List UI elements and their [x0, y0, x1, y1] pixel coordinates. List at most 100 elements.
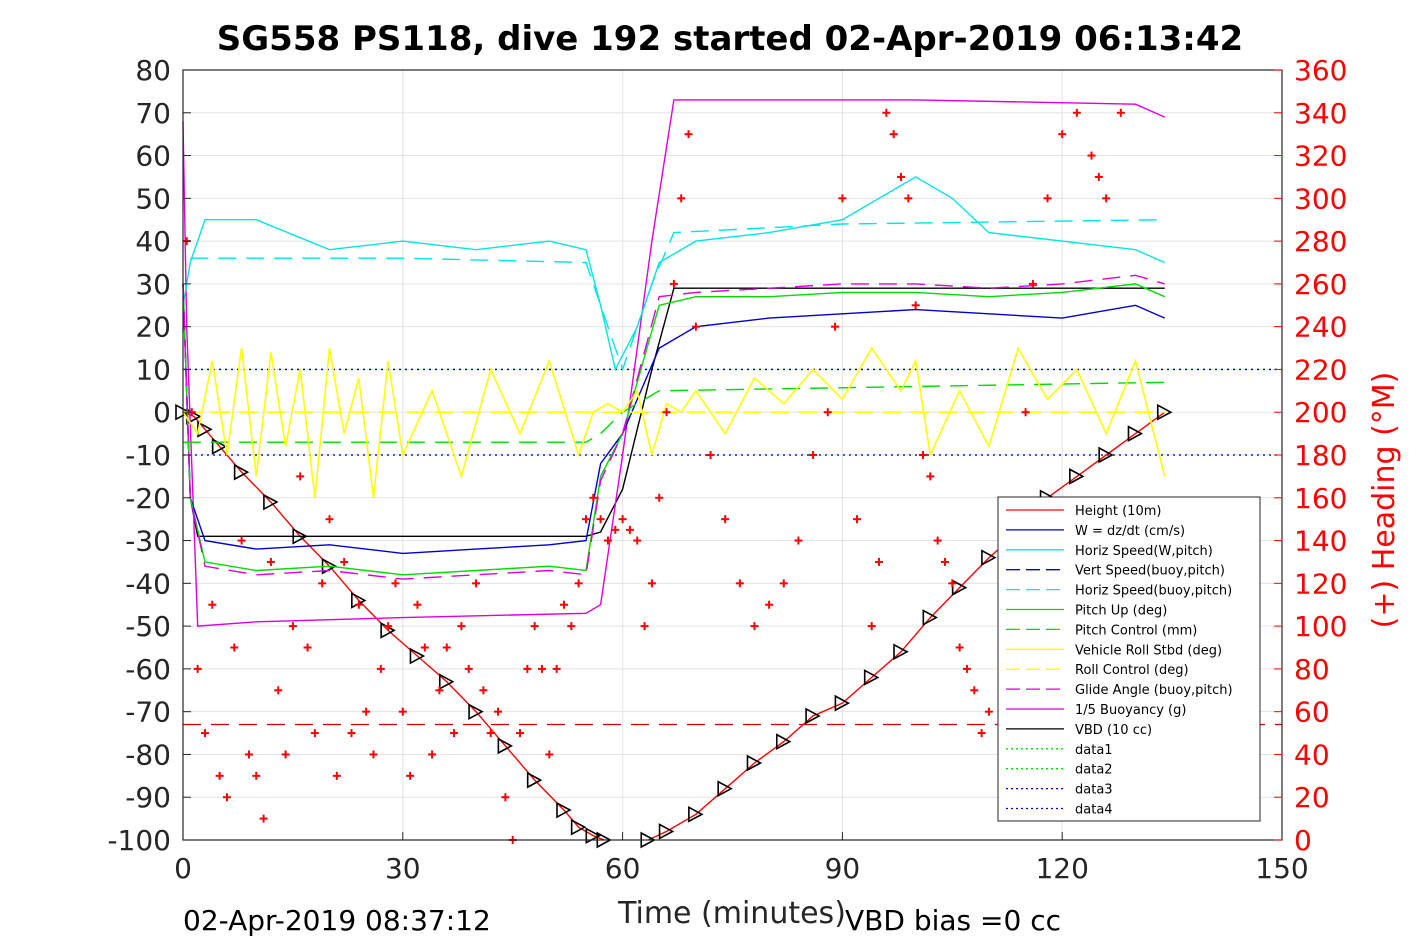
heading-point [1021, 408, 1030, 417]
y-left-tick-label: 50 [135, 182, 171, 215]
heading-point [706, 451, 715, 459]
heading-point [501, 793, 510, 802]
depth-marker [1098, 446, 1114, 464]
heading-point [655, 493, 664, 502]
heading-point [721, 515, 730, 524]
heading-point [208, 600, 217, 609]
y-left-tick-label: -100 [107, 824, 171, 857]
heading-point [1043, 194, 1052, 203]
x-tick-label: 150 [1255, 852, 1308, 885]
heading-point [428, 750, 437, 759]
y-right-tick-label: 0 [1294, 824, 1312, 857]
x-tick-label: 30 [385, 852, 421, 885]
legend-label: Vert Speed(buoy,pitch) [1075, 564, 1225, 579]
y-right-tick-label: 120 [1294, 567, 1347, 600]
y-right-tick-label: 80 [1294, 653, 1330, 686]
heading-point [376, 664, 385, 673]
heading-point [691, 322, 700, 331]
y-right-tick-label: 340 [1294, 97, 1347, 130]
heading-point [274, 686, 283, 695]
heading-point [926, 472, 935, 481]
heading-point [970, 686, 979, 695]
depth-marker [497, 737, 514, 755]
legend-label: Pitch Up (deg) [1075, 604, 1167, 619]
y-right-tick-label: 180 [1294, 439, 1347, 472]
series-line-height_ascent [647, 411, 1166, 841]
heading-point [193, 664, 202, 673]
series-line-pitch_up [182, 283, 1166, 576]
heading-point [516, 729, 525, 738]
y-left-tick-label: 70 [135, 97, 171, 130]
heading-point [288, 622, 297, 631]
heading-point [530, 622, 539, 631]
heading-point [779, 579, 788, 588]
heading-point [494, 707, 503, 716]
y-left-tick-label: -30 [125, 525, 171, 558]
series-line-buoyancy [182, 99, 1166, 627]
heading-point [618, 515, 627, 524]
depth-marker [1069, 468, 1085, 485]
legend-label: Pitch Control (mm) [1075, 623, 1197, 638]
heading-point [303, 643, 312, 652]
y-right-tick-label: 320 [1294, 140, 1347, 173]
heading-point [823, 408, 832, 417]
heading-point [750, 622, 759, 631]
heading-point [955, 643, 964, 652]
heading-point [838, 194, 847, 203]
y-right-tick-label: 300 [1294, 182, 1347, 215]
depth-marker [893, 643, 909, 661]
heading-point [457, 622, 466, 631]
heading-point [918, 451, 927, 459]
tick-labels: 0 30 60 90 120 15080706050403020100-10-20-30-… [107, 54, 1347, 885]
heading-point [237, 536, 246, 545]
heading-point [340, 557, 349, 566]
heading-point [662, 408, 671, 417]
heading-point [897, 172, 906, 181]
heading-point [215, 771, 224, 780]
depth-marker [570, 818, 587, 836]
heading-point [486, 729, 495, 738]
footer-vbd-bias: VBD bias =0 cc [845, 904, 1061, 937]
heading-point [244, 750, 253, 759]
x-tick-label: 0 [174, 852, 192, 885]
depth-marker [746, 754, 763, 772]
heading-point [669, 279, 678, 288]
depth-marker [805, 707, 821, 725]
heading-point [479, 686, 488, 695]
legend-label: Glide Angle (buoy,pitch) [1075, 683, 1233, 698]
y-right-tick-label: 280 [1294, 225, 1347, 258]
legend-label: data2 [1075, 763, 1113, 778]
series-line-horiz_speed_w [182, 176, 1166, 372]
heading-point [684, 130, 693, 139]
depth-marker [688, 805, 704, 823]
depth-marker [981, 549, 997, 567]
y-right-tick-label: 360 [1294, 54, 1347, 87]
heading-point [559, 600, 568, 609]
heading-point [523, 664, 532, 673]
heading-point [867, 622, 876, 631]
y-right-tick-label: 160 [1294, 482, 1347, 515]
heading-point [398, 707, 407, 716]
legend-label: Vehicle Roll Stbd (deg) [1075, 643, 1222, 658]
heading-point [200, 729, 209, 738]
heading-point [977, 729, 986, 738]
heading-point [875, 557, 884, 566]
heading-point [296, 472, 305, 481]
chart-title: SG558 PS118, dive 192 started 02-Apr-201… [217, 19, 1243, 59]
heading-point [933, 536, 942, 545]
heading-point [948, 579, 957, 588]
heading-point [266, 557, 275, 566]
depth-marker [211, 438, 228, 455]
legend-label: data4 [1075, 803, 1113, 818]
heading-point [567, 622, 576, 631]
heading-point [677, 194, 686, 203]
heading-point [647, 579, 656, 588]
y-left-tick-label: 30 [135, 268, 171, 301]
legend-box [997, 496, 1261, 822]
y-right-tick-label: 200 [1294, 396, 1347, 429]
depth-marker [717, 780, 733, 798]
legend-label: W = dz/dt (cm/s) [1075, 524, 1185, 539]
depth-marker [526, 771, 543, 789]
legend: Height (10m) W = dz/dt (cm/s) Horiz Speed(… [997, 496, 1261, 822]
heading-markers [182, 108, 1125, 844]
